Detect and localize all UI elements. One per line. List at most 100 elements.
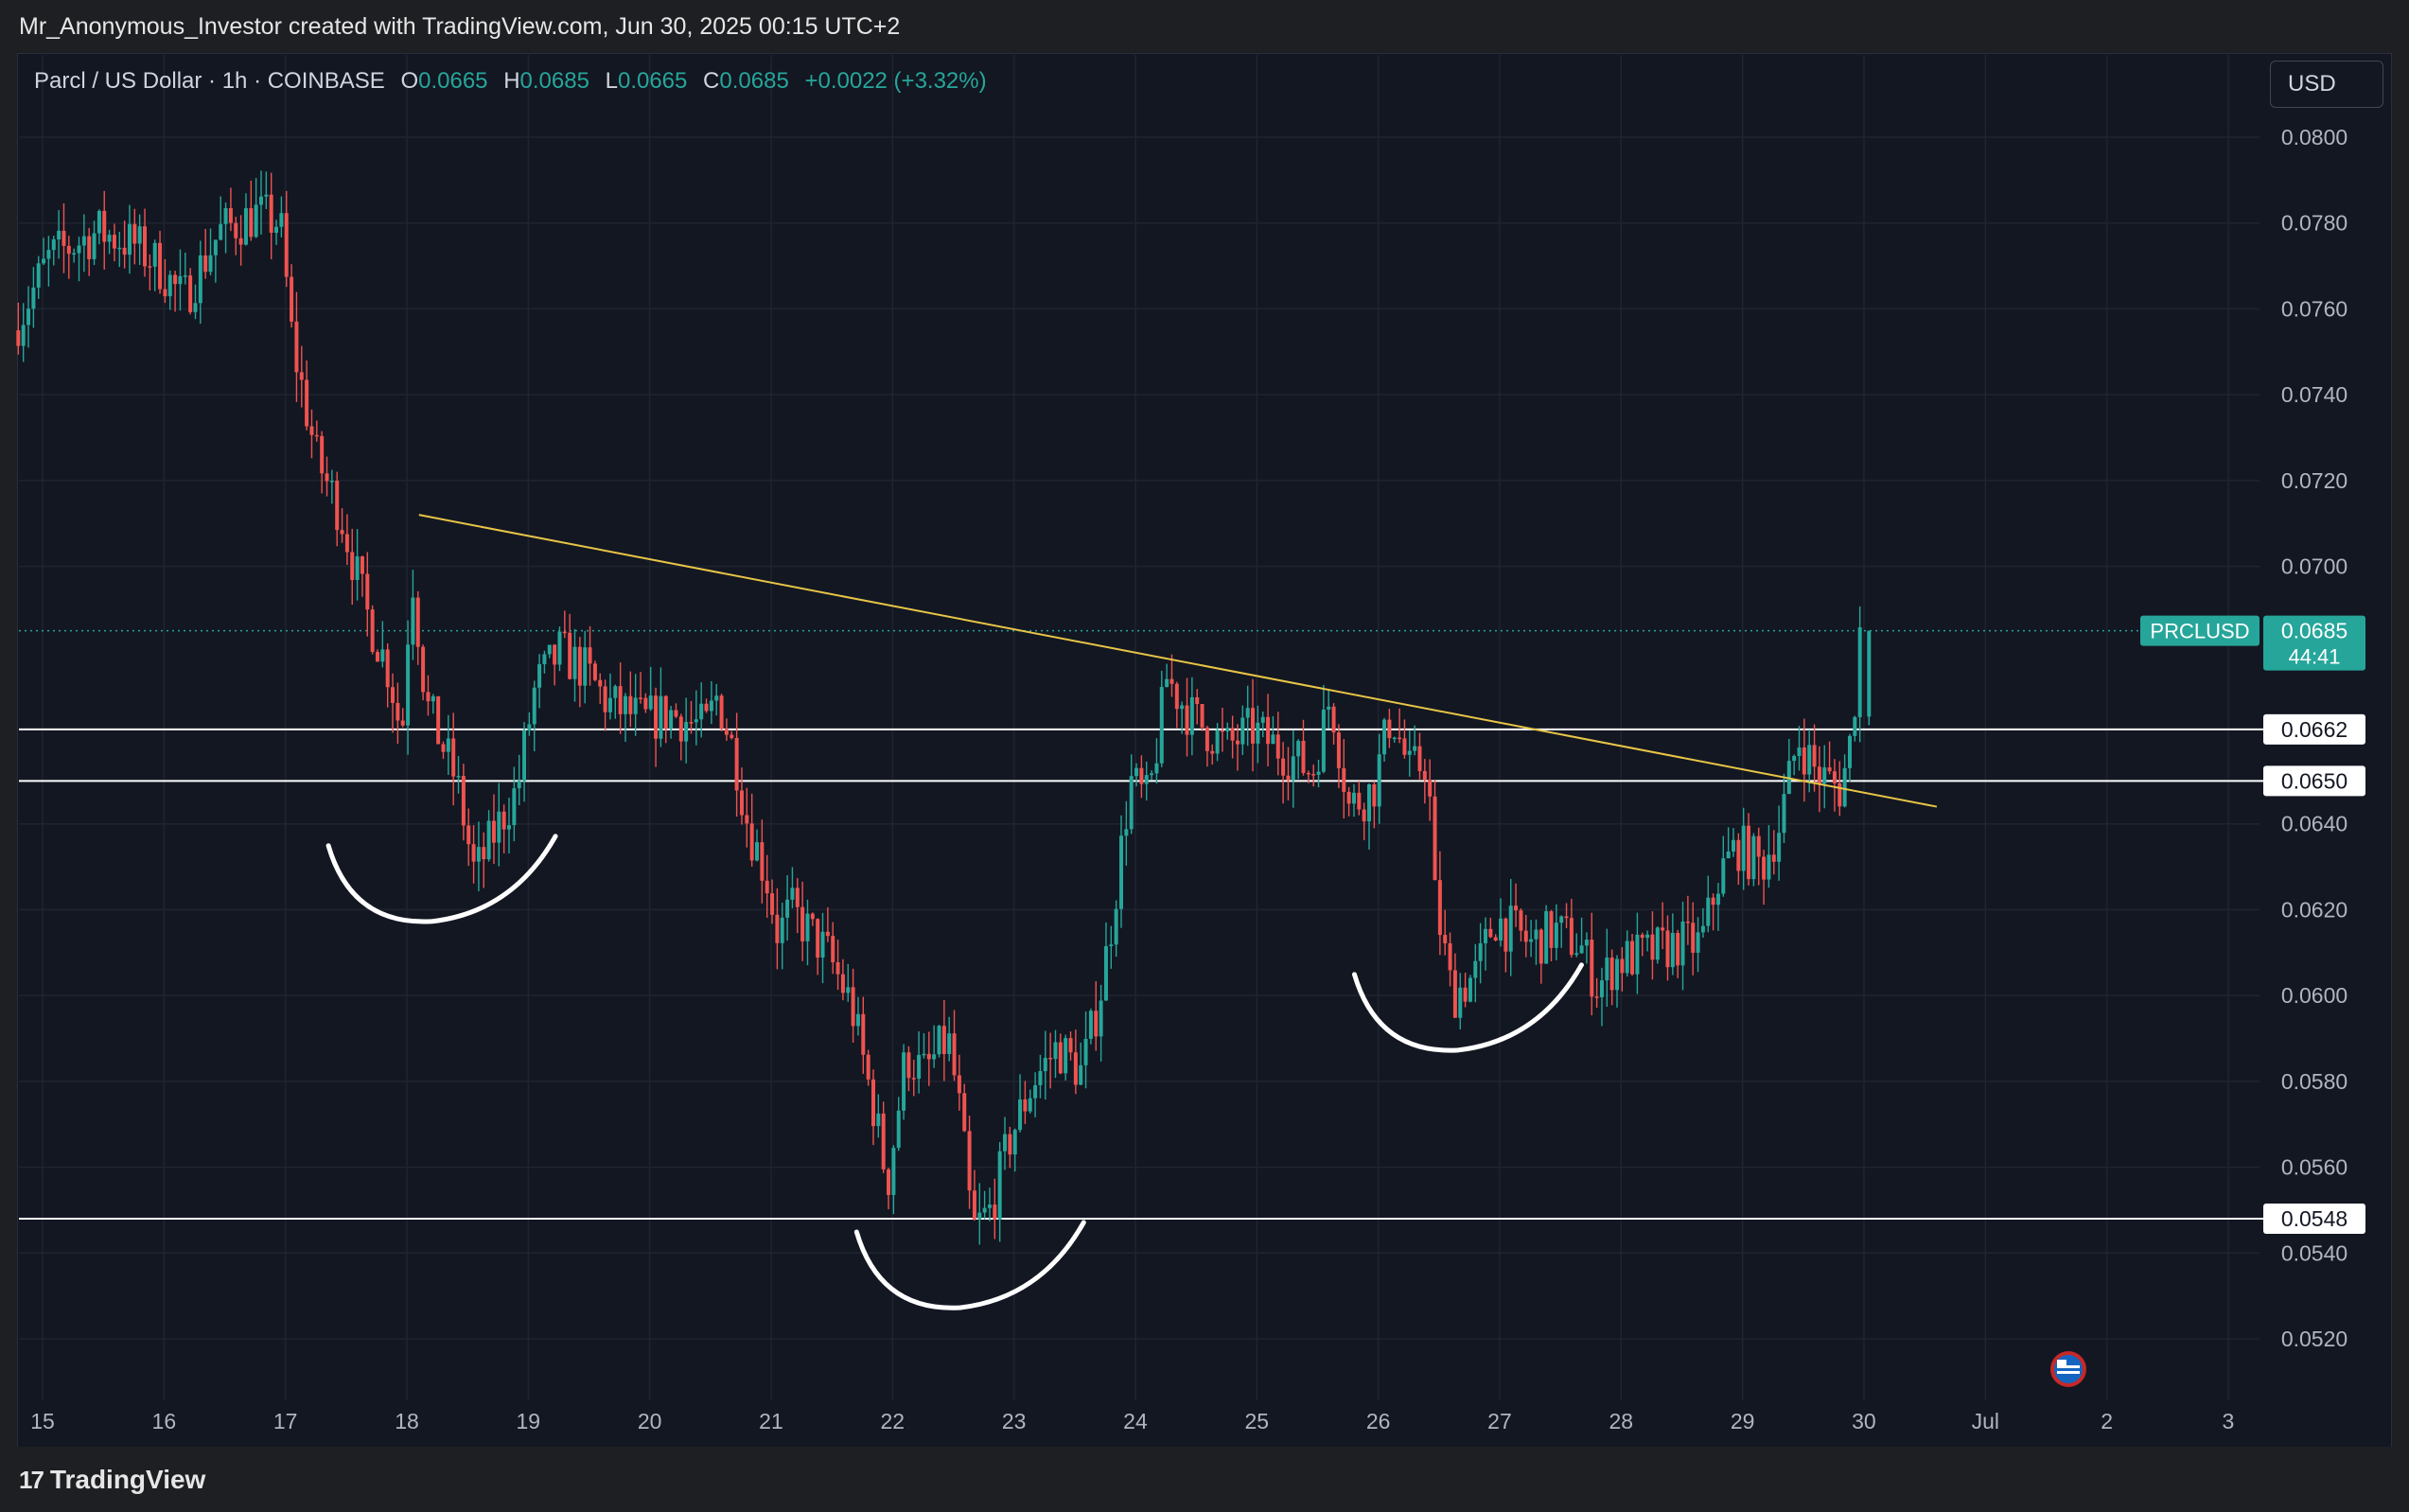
- candle-body: [805, 913, 810, 941]
- candle-body: [1539, 929, 1543, 964]
- candle-body: [592, 663, 597, 680]
- candle-body: [1068, 1038, 1073, 1053]
- change-value: +0.0022 (+3.32%): [804, 68, 987, 94]
- candle-body: [482, 847, 486, 860]
- candle-body: [112, 235, 116, 249]
- candle-body: [749, 823, 754, 861]
- candle-body: [1200, 704, 1204, 728]
- low-label: L: [605, 68, 618, 94]
- currency-button[interactable]: USD: [2270, 61, 2383, 108]
- candle-body: [1003, 1134, 1008, 1152]
- candle-body: [375, 651, 379, 662]
- candle-body: [745, 815, 749, 824]
- candle-body: [654, 695, 659, 739]
- candle-body: [198, 255, 202, 304]
- candle-body: [1286, 775, 1291, 781]
- candle-body: [1195, 696, 1200, 705]
- candle-body: [1807, 745, 1812, 775]
- candle-body: [1033, 1084, 1038, 1099]
- candle-body: [486, 820, 491, 860]
- candle-body: [57, 230, 62, 240]
- candle-body: [1311, 774, 1316, 776]
- candle-body: [1256, 722, 1260, 744]
- bar-countdown: 44:41: [2288, 645, 2340, 669]
- tradingview-logo: 17 TradingView: [19, 1465, 205, 1495]
- trendline-segment: [418, 514, 1938, 808]
- candle-body: [1625, 941, 1629, 974]
- candle-body: [1741, 825, 1746, 871]
- candle-body: [1554, 923, 1558, 948]
- candle-body: [674, 710, 678, 717]
- candle-body: [77, 245, 81, 254]
- candle-body: [471, 844, 476, 862]
- candle-body: [694, 719, 698, 723]
- candle-body: [1362, 809, 1366, 822]
- x-tick-label: 29: [1731, 1409, 1755, 1433]
- candle-body: [178, 275, 183, 285]
- candle-body: [1867, 630, 1872, 717]
- y-tick-label: 0.0540: [2281, 1240, 2347, 1265]
- candle-body: [724, 729, 729, 735]
- candle-body: [1124, 829, 1129, 836]
- candle-body: [917, 1054, 922, 1080]
- candle-body: [639, 697, 643, 699]
- candle-body: [62, 230, 66, 246]
- candle-body: [598, 679, 603, 687]
- level-badge: [2263, 765, 2365, 797]
- candle-body: [1478, 942, 1483, 961]
- candle-body: [137, 226, 142, 244]
- candle-body: [1508, 905, 1513, 952]
- candle-body: [607, 697, 612, 712]
- candle-body: [1700, 925, 1705, 933]
- candle-body: [1838, 782, 1842, 807]
- candle-body: [1271, 734, 1275, 745]
- candle-body: [1715, 893, 1720, 905]
- candle-body: [1327, 706, 1331, 710]
- candle-body: [572, 646, 577, 679]
- x-tick-label: 28: [1609, 1409, 1633, 1433]
- x-tick-label: 21: [759, 1409, 783, 1433]
- candle-body: [1225, 728, 1230, 731]
- candle-body: [825, 931, 830, 937]
- candle-body: [517, 781, 521, 789]
- candlestick-series: [16, 170, 1872, 1245]
- candle-body: [1008, 1134, 1012, 1155]
- candle-body: [562, 631, 567, 634]
- x-tick-label: 3: [2223, 1409, 2235, 1433]
- candle-body: [1139, 767, 1144, 784]
- candle-body: [982, 1207, 987, 1213]
- candle-body: [158, 242, 163, 290]
- candle-body: [603, 686, 607, 712]
- candle-body: [699, 703, 704, 720]
- candle-body: [329, 481, 334, 483]
- candle-body: [1802, 747, 1806, 775]
- candle-body: [279, 213, 284, 227]
- x-tick-label: 27: [1487, 1409, 1512, 1433]
- candle-body: [1630, 941, 1635, 975]
- candle-body: [1579, 945, 1584, 954]
- y-tick-label: 0.0700: [2281, 554, 2347, 579]
- candle-body: [1245, 708, 1250, 718]
- candle-body: [527, 724, 532, 730]
- candle-body: [1150, 773, 1154, 776]
- candle-body: [1680, 921, 1685, 966]
- candle-body: [1129, 776, 1134, 830]
- candle-body: [1048, 1058, 1053, 1060]
- candle-body: [1028, 1098, 1032, 1112]
- candle-body: [411, 597, 415, 645]
- candle-body: [1382, 719, 1387, 755]
- candle-body: [219, 223, 223, 240]
- candle-body: [659, 695, 663, 739]
- candle-body: [1189, 696, 1194, 735]
- candle-body: [881, 1113, 886, 1169]
- x-tick-label: 25: [1245, 1409, 1270, 1433]
- candle-body: [851, 987, 855, 1027]
- last-price-value: 0.0685: [2281, 619, 2347, 643]
- candle-body: [1503, 918, 1508, 952]
- candle-body: [31, 287, 36, 309]
- candle-body: [613, 686, 618, 698]
- candle-body: [66, 245, 71, 255]
- candle-body: [396, 702, 400, 721]
- level-badge: [2263, 713, 2365, 745]
